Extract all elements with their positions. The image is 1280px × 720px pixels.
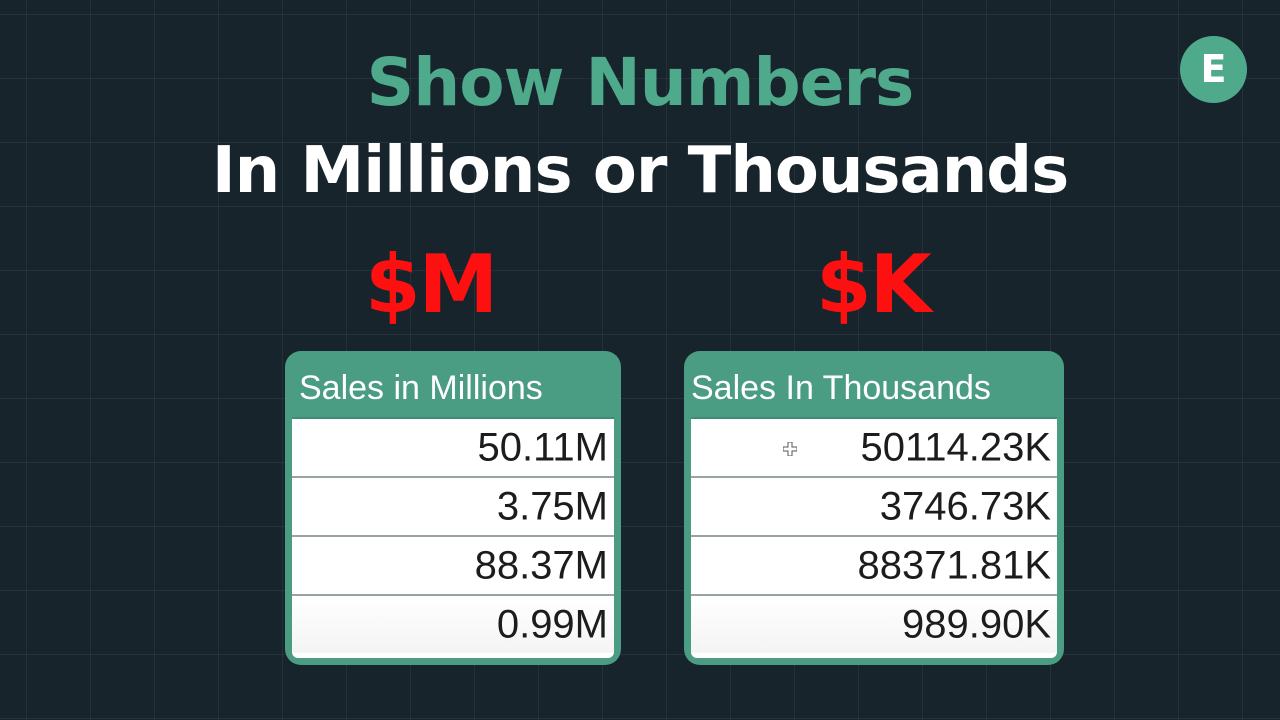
millions-label: $M — [365, 238, 498, 331]
thousands-table: Sales In Thousands 50114.23K 3746.73K 88… — [684, 351, 1064, 665]
table-row: 989.90K — [691, 594, 1057, 653]
table-row: 0.99M — [292, 594, 614, 653]
table-row: 50114.23K — [691, 417, 1057, 476]
thousands-table-header: Sales In Thousands — [691, 369, 991, 407]
millions-table: Sales in Millions 50.11M 3.75M 88.37M 0.… — [285, 351, 621, 665]
thousands-label: $K — [816, 238, 932, 331]
table-cell: 3.75M — [496, 484, 608, 528]
table-row: 3.75M — [292, 476, 614, 535]
crosshair-cursor-icon — [782, 441, 798, 456]
table-cell: 50114.23K — [860, 425, 1051, 469]
table-cell: 0.99M — [496, 602, 608, 646]
table-cell: 88371.81K — [857, 543, 1051, 587]
table-cell: 3746.73K — [879, 484, 1051, 528]
millions-table-body: 50.11M 3.75M 88.37M 0.99M — [292, 417, 614, 658]
table-cell: 88.37M — [474, 543, 608, 587]
title-line-1: Show Numbers — [366, 44, 915, 121]
logo-badge: E — [1180, 36, 1247, 103]
table-cell: 989.90K — [901, 602, 1051, 646]
table-row: 50.11M — [292, 417, 614, 476]
table-row: 88.37M — [292, 535, 614, 594]
title-line-2: In Millions or Thousands — [211, 134, 1069, 208]
table-row: 3746.73K — [691, 476, 1057, 535]
table-row: 88371.81K — [691, 535, 1057, 594]
table-cell: 50.11M — [477, 425, 608, 469]
millions-table-header: Sales in Millions — [299, 369, 543, 407]
thousands-table-body: 50114.23K 3746.73K 88371.81K 989.90K — [691, 417, 1057, 658]
